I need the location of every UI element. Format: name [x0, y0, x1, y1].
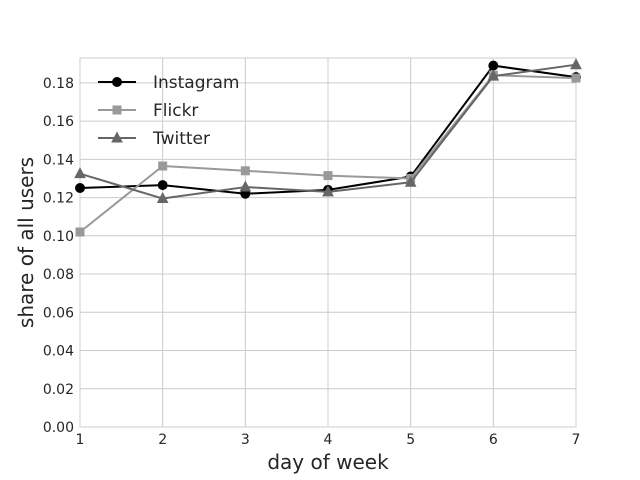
x-tick-label: 7	[572, 432, 581, 448]
legend-marker	[112, 77, 122, 87]
legend-entry: Twitter	[98, 129, 210, 149]
data-point	[488, 60, 499, 71]
data-point	[157, 180, 168, 191]
y-tick-label: 0.02	[43, 382, 74, 398]
y-tick-label: 0.16	[43, 114, 74, 130]
y-tick-label: 0.10	[43, 229, 74, 245]
data-point	[323, 171, 333, 181]
x-axis-label: day of week	[267, 450, 389, 474]
legend-label: Twitter	[152, 129, 210, 149]
x-tick-label: 3	[241, 432, 250, 448]
y-tick-label: 0.08	[43, 267, 74, 283]
legend-marker	[111, 131, 123, 143]
data-point	[75, 183, 85, 194]
data-point	[239, 180, 252, 192]
legend-label: Flickr	[153, 101, 198, 121]
data-point	[240, 166, 250, 176]
series-twitter	[74, 58, 582, 204]
data-point	[570, 58, 582, 70]
legend-marker	[112, 105, 122, 115]
legend-entry: Instagram	[98, 73, 240, 93]
legend-entry: Flickr	[98, 101, 198, 121]
x-tick-label: 1	[76, 432, 85, 448]
y-axis-label: share of all users	[14, 157, 38, 328]
data-point	[571, 73, 581, 83]
legend: Instagram Flickr Twitter	[98, 73, 240, 149]
data-point	[75, 227, 85, 237]
data-point	[487, 69, 500, 81]
x-tick-label: 6	[489, 432, 498, 448]
legend-label: Instagram	[153, 73, 240, 93]
data-point	[322, 185, 334, 197]
y-tick-label: 0.18	[43, 76, 74, 92]
x-tick-label: 4	[324, 432, 333, 448]
y-tick-label: 0.04	[43, 344, 74, 360]
y-tick-label: 0.14	[43, 152, 74, 168]
x-tick-label: 5	[406, 432, 415, 448]
data-point	[404, 175, 417, 187]
y-tick-label: 0.12	[43, 191, 74, 207]
plot-frame	[79, 57, 577, 428]
data-point	[156, 191, 169, 204]
x-tick-label: 2	[158, 432, 167, 448]
data-point	[74, 167, 86, 179]
y-tick-label: 0.06	[43, 305, 74, 321]
data-point	[158, 161, 168, 171]
y-tick-label: 0.00	[43, 420, 74, 436]
